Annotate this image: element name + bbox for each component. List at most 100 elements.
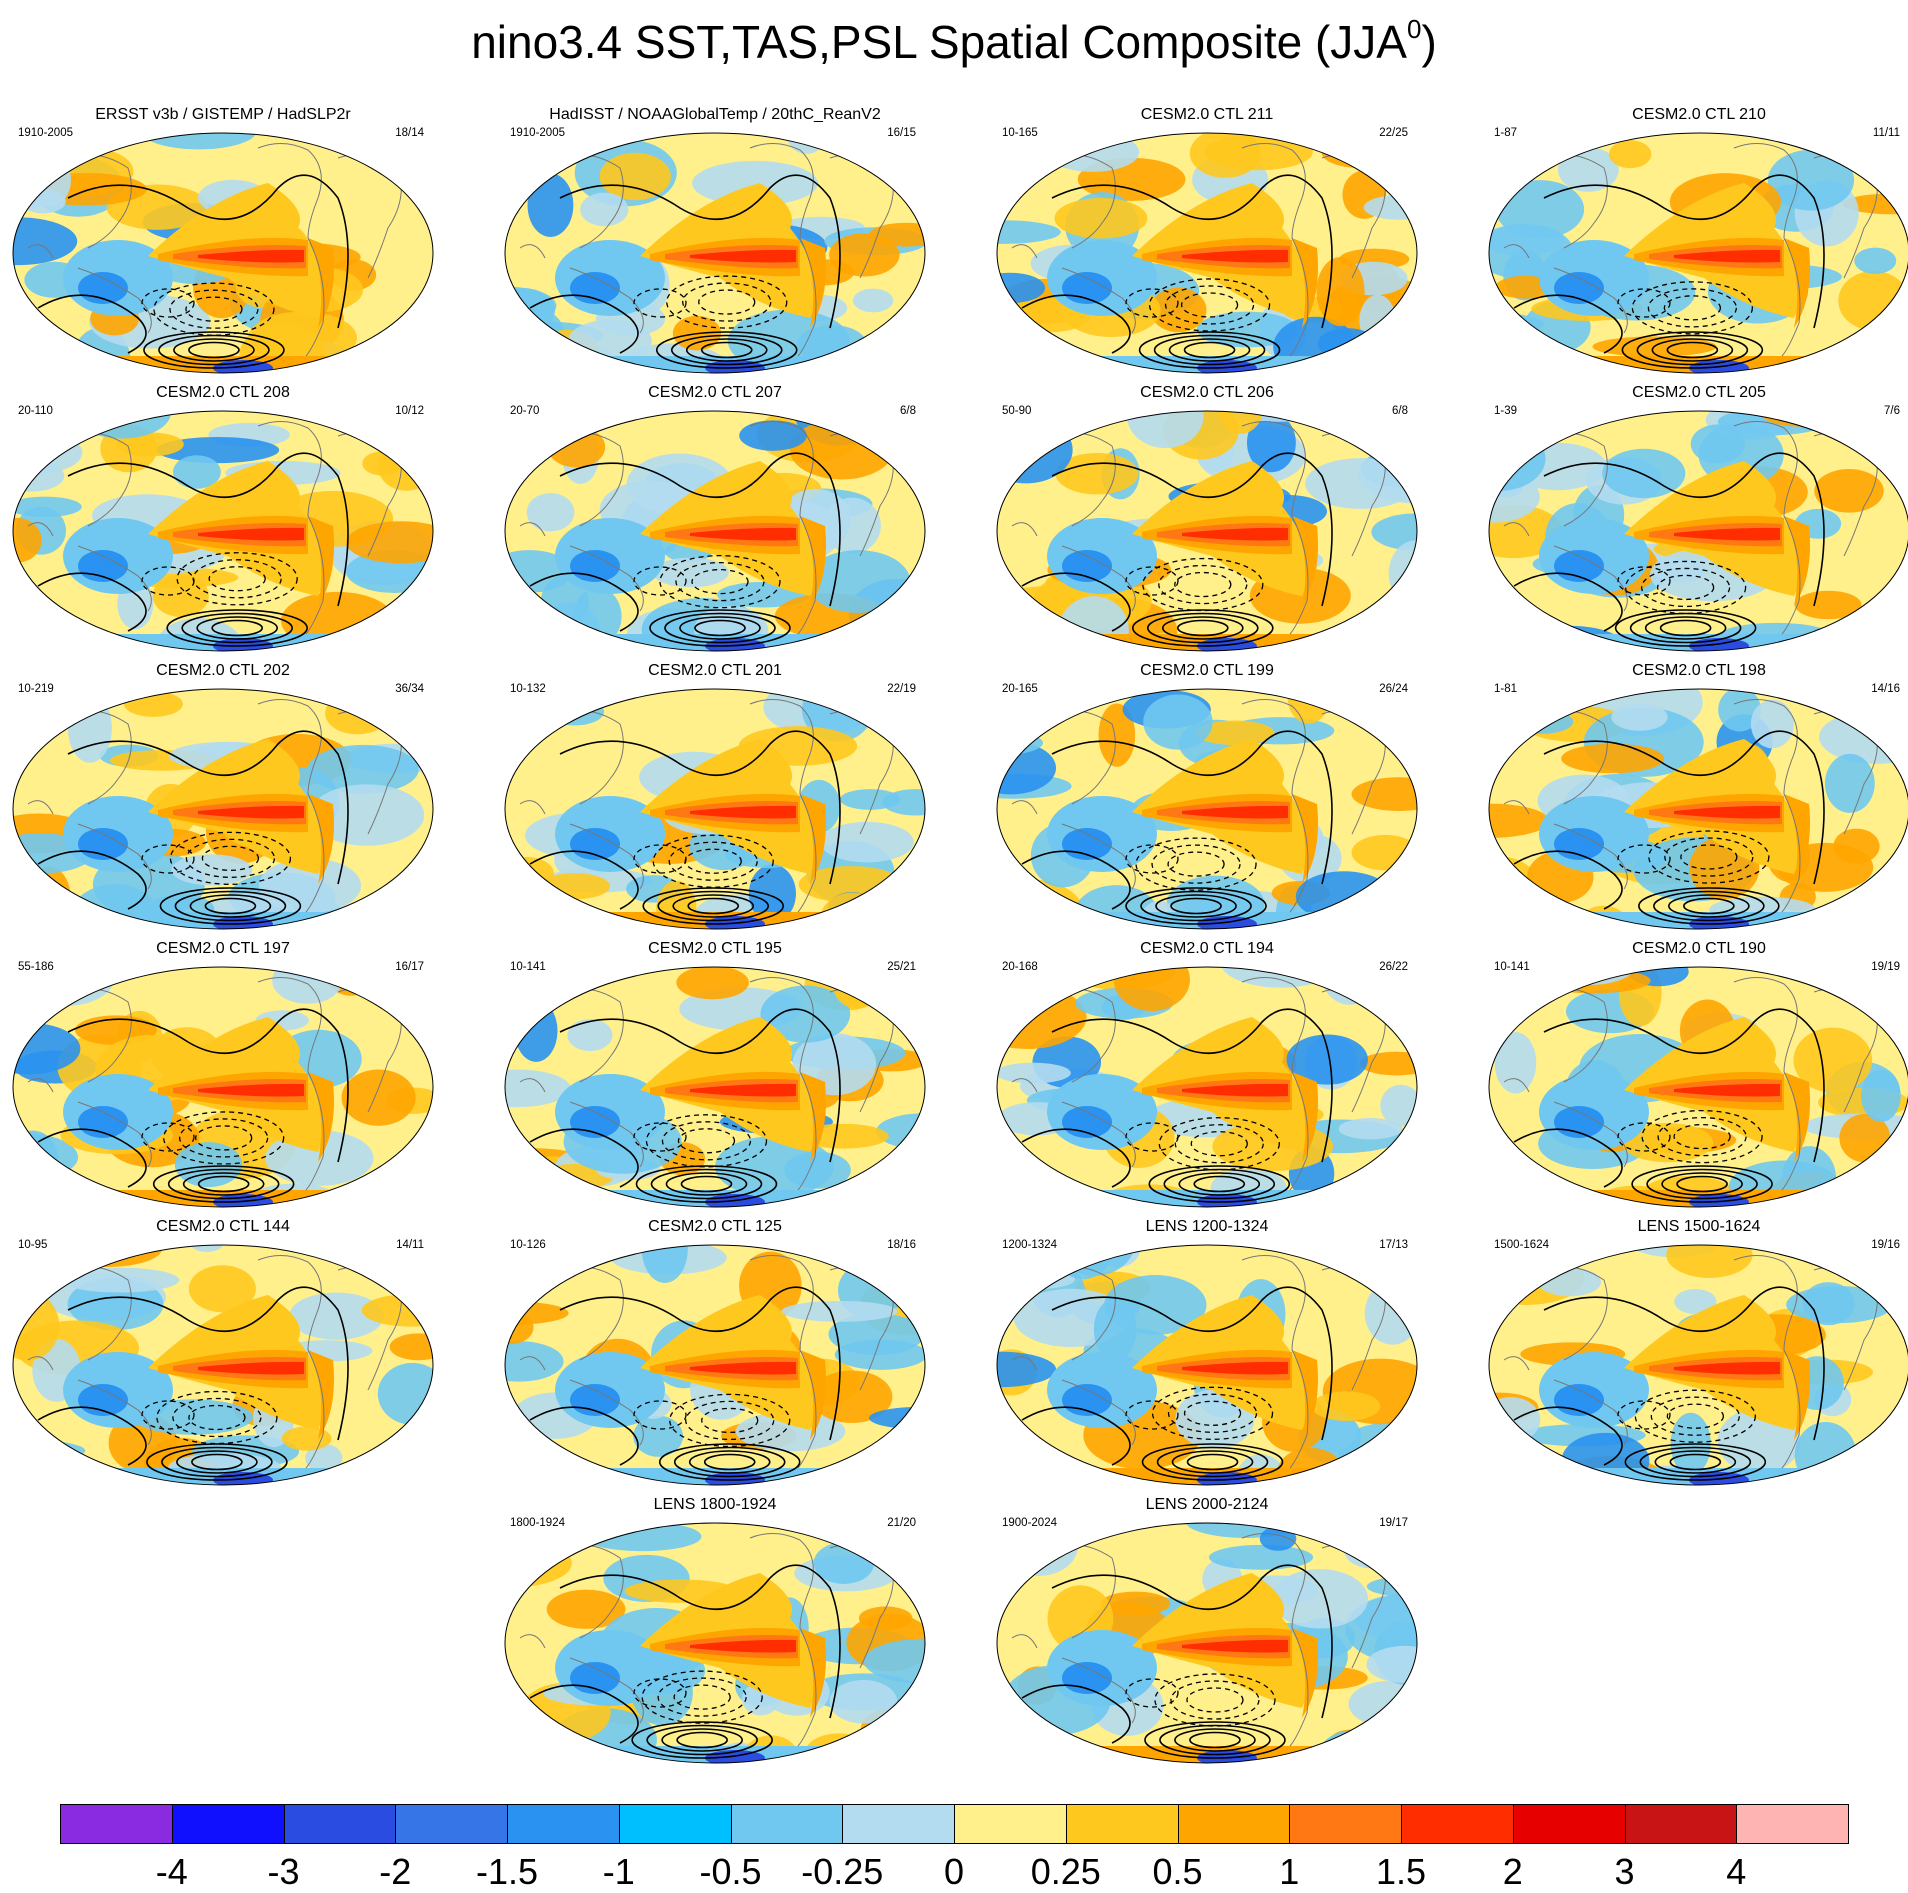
- warm-tongue-core: [198, 805, 304, 819]
- anomaly-patch: [811, 1370, 893, 1424]
- anomaly-patch: [582, 1523, 702, 1552]
- slp-contour-negative: [698, 289, 756, 315]
- colorbar: [60, 1804, 1849, 1846]
- world-map: [1488, 688, 1908, 930]
- colorbar-tick-label: 4: [1726, 1851, 1747, 1892]
- map-panel: LENS 1500-1624 1500-1624 19/16: [1484, 1218, 1908, 1488]
- slp-contour-negative: [652, 834, 774, 888]
- anomaly-patch: [692, 160, 818, 206]
- anomaly-patch: [1363, 967, 1417, 1000]
- slp-contour-positive: [694, 619, 746, 637]
- colorbar-swatch: [1512, 1804, 1626, 1844]
- slp-contour-zero: [1051, 730, 1333, 885]
- anomaly-patch: [1489, 1160, 1530, 1207]
- slp-contour-negative: [1125, 1678, 1179, 1708]
- panel-title: CESM2.0 CTL 199: [1140, 662, 1274, 679]
- coastal-warm: [308, 1072, 334, 1162]
- coastal-warm: [1784, 1072, 1810, 1162]
- coastline: [1553, 267, 1628, 334]
- anomaly-patch: [1246, 413, 1296, 473]
- map-panel: CESM2.0 CTL 197 55-186 16/17: [8, 940, 438, 1210]
- slp-contour-negative: [1680, 844, 1738, 870]
- slp-contour-zero: [67, 452, 349, 607]
- anomaly-patch: [599, 152, 671, 201]
- panel-title: LENS 1800-1924: [653, 1496, 777, 1513]
- world-map: [504, 132, 926, 374]
- slp-contour-positive: [658, 1443, 801, 1481]
- anomaly-patch: [1666, 1245, 1753, 1278]
- slp-contour-negative: [1617, 1122, 1671, 1152]
- panel-title: LENS 1500-1624: [1637, 1218, 1761, 1235]
- panel-count: 10/12: [395, 405, 424, 417]
- coastline: [257, 421, 325, 635]
- slp-contour-negative: [1148, 278, 1271, 332]
- slp-contour-zero: [37, 850, 147, 910]
- anomaly-patch: [1098, 703, 1136, 767]
- slp-contour-negative: [185, 838, 276, 878]
- slp-contour-zero: [559, 452, 841, 607]
- warm-tongue-core: [198, 1083, 304, 1097]
- colorbar-tick-label: -2: [379, 1851, 412, 1892]
- slp-contour-negative: [1158, 1117, 1280, 1171]
- warm-tongue-core: [1674, 1361, 1780, 1375]
- slp-contour-negative: [1634, 1389, 1756, 1443]
- slp-contour-zero: [37, 1406, 147, 1466]
- slp-contour-positive: [1125, 887, 1267, 925]
- coastal-warm: [1292, 1072, 1318, 1162]
- coastline: [569, 545, 644, 612]
- anomaly-patch: [1750, 699, 1794, 749]
- slp-contour-positive: [664, 612, 776, 644]
- anomaly-patch: [1535, 968, 1651, 994]
- slp-contour-negative: [668, 841, 758, 881]
- anomaly-patch: [1150, 287, 1207, 333]
- world-map: [504, 1522, 926, 1764]
- slp-contour-positive: [1669, 1453, 1722, 1471]
- coastal-warm: [1784, 238, 1810, 328]
- map-outline: [12, 132, 434, 374]
- slp-contour-negative: [1673, 1123, 1731, 1150]
- coastal-warm: [800, 1350, 826, 1440]
- slp-contour-positive: [1159, 1724, 1271, 1756]
- anomaly-patch: [281, 1426, 332, 1451]
- anomaly-patch: [1793, 1027, 1873, 1093]
- slp-contour-positive: [679, 616, 761, 640]
- slp-contour-positive: [197, 1175, 250, 1193]
- anomaly-patch: [1854, 247, 1897, 274]
- coastal-warm: [800, 1628, 826, 1718]
- slp-contour-negative: [1125, 288, 1179, 318]
- map-outline: [996, 132, 1418, 374]
- anomaly-patch: [505, 1245, 547, 1271]
- slp-contour-positive: [670, 334, 783, 366]
- anomaly-patch: [13, 689, 64, 731]
- slp-contour-zero: [529, 572, 639, 632]
- anomaly-patch: [1798, 352, 1892, 373]
- panel-count: 26/22: [1379, 961, 1408, 973]
- slp-contour-negative: [153, 282, 275, 336]
- colorbar-swatch: [283, 1804, 397, 1844]
- coastline: [749, 1255, 817, 1469]
- anomaly-patch: [368, 341, 433, 373]
- colorbar-tick-label: -1.5: [475, 1851, 539, 1892]
- slp-contour-negative: [1135, 837, 1257, 891]
- coastline: [1061, 1657, 1136, 1724]
- anomaly-patch: [633, 1415, 683, 1457]
- warm-tongue-core: [1674, 249, 1780, 263]
- anomaly-patch: [31, 154, 72, 206]
- slp-contour-positive: [1170, 897, 1222, 915]
- colorbar-tick-label: 2: [1502, 1851, 1523, 1892]
- anomaly-patch: [305, 1443, 343, 1473]
- map-outline: [1488, 410, 1908, 652]
- anomaly-patch: [997, 1269, 1076, 1290]
- slp-contour-negative: [141, 288, 195, 318]
- slp-contour-negative: [1167, 1393, 1258, 1433]
- anomaly-patch: [858, 1606, 913, 1631]
- panel-count: 25/21: [887, 961, 916, 973]
- slp-contour-negative: [192, 559, 282, 599]
- panel-years: 1-81: [1494, 683, 1518, 695]
- anomaly-patch: [1489, 1245, 1566, 1263]
- slp-contour-negative: [141, 844, 195, 874]
- coastline: [519, 1356, 546, 1371]
- anomaly-patch: [1794, 590, 1862, 620]
- slp-contour-zero: [1543, 1008, 1825, 1163]
- panel-title: CESM2.0 CTL 211: [1140, 106, 1274, 123]
